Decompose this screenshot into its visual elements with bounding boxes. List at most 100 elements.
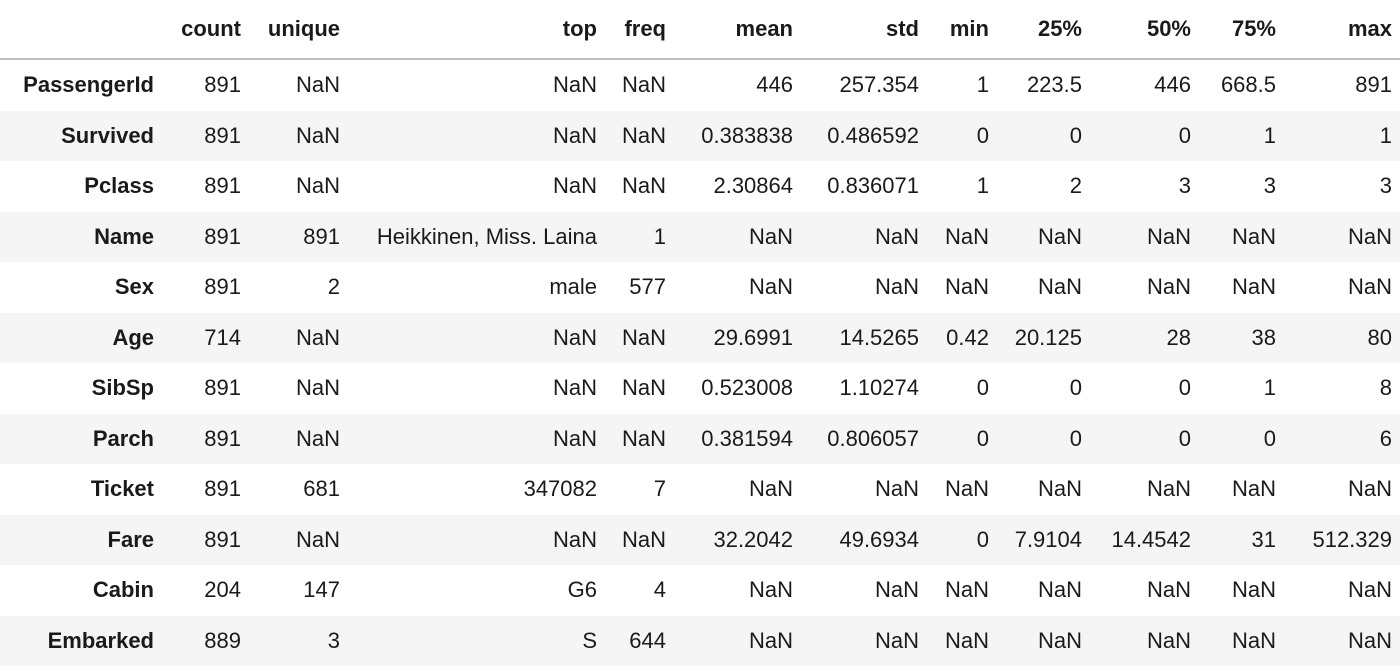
table-cell: 891 [204, 274, 241, 300]
column-header: 25% [997, 0, 1090, 60]
table-cell: 2 [327, 274, 340, 300]
table-cell: NaN [295, 72, 340, 98]
table-cell: 0 [976, 425, 989, 451]
table-cell: 0.523008 [701, 375, 793, 401]
table-cell: 2 [1069, 173, 1082, 199]
table-cell: NaN [621, 72, 666, 98]
table-cell: NaN [552, 324, 597, 350]
table-cell: 891 [204, 425, 241, 451]
table-body: PassengerId 891 NaN NaN NaN 446 257.354 1 223.5 4… [0, 59, 1400, 666]
column-header: min [927, 0, 997, 60]
row-label: Name [94, 223, 154, 249]
table-cell: NaN [1146, 627, 1191, 653]
table-row: PassengerId 891 NaN NaN NaN 446 257.354 1 223.5 4… [0, 59, 1400, 111]
table-cell: NaN [1037, 577, 1082, 603]
column-header: 75% [1199, 0, 1284, 60]
table-cell: 204 [204, 577, 241, 603]
table-cell: NaN [944, 476, 989, 502]
table-cell: 891 [204, 173, 241, 199]
row-label: Embarked [47, 627, 154, 653]
table-cell: NaN [1037, 476, 1082, 502]
table-cell: NaN [295, 425, 340, 451]
row-label: PassengerId [23, 72, 154, 98]
table-cell: 0.42 [946, 324, 989, 350]
table-cell: NaN [944, 577, 989, 603]
table-cell: 4 [653, 577, 666, 603]
table-cell: 0 [976, 375, 989, 401]
table-cell: NaN [295, 173, 340, 199]
table-cell: NaN [621, 425, 666, 451]
table-cell: 891 [1355, 72, 1392, 98]
table-cell: 891 [204, 526, 241, 552]
header-row: count unique top freq mean std min 25% 50% 75% max [0, 0, 1400, 60]
row-label: SibSp [91, 375, 154, 401]
table-cell: NaN [621, 526, 666, 552]
table-cell: 223.5 [1026, 72, 1082, 98]
table-cell: NaN [295, 526, 340, 552]
table-cell: 0 [1178, 122, 1191, 148]
table-cell: 446 [1154, 72, 1191, 98]
table-cell: 0 [1263, 425, 1276, 451]
table-cell: NaN [552, 425, 597, 451]
table-cell: NaN [944, 627, 989, 653]
table-cell: NaN [944, 274, 989, 300]
table-cell: NaN [1347, 476, 1392, 502]
table-cell: NaN [552, 173, 597, 199]
table-cell: 7.9104 [1014, 526, 1082, 552]
table-cell: NaN [621, 122, 666, 148]
table-row: Survived 891 NaN NaN NaN 0.383838 0.486592 0 0 0 1… [0, 110, 1400, 161]
table-cell: NaN [1037, 627, 1082, 653]
table-cell: 1 [653, 223, 666, 249]
table-cell: 38 [1251, 324, 1276, 350]
table-cell: 0.836071 [827, 173, 919, 199]
table-cell: 1 [976, 72, 989, 98]
table-row: Fare 891 NaN NaN NaN 32.2042 49.6934 0 7.9104 14.… [0, 514, 1400, 565]
table-cell: NaN [944, 223, 989, 249]
table-cell: NaN [621, 324, 666, 350]
table-cell: 31 [1251, 526, 1276, 552]
column-header: count [162, 0, 249, 60]
table-cell: 6 [1379, 425, 1392, 451]
row-label: Ticket [90, 476, 154, 502]
table-cell: 147 [303, 577, 340, 603]
table-cell: NaN [621, 375, 666, 401]
table-row: Ticket 891 681 347082 7 NaN NaN NaN NaN NaN NaN NaN [0, 464, 1400, 515]
table-cell: male [549, 274, 597, 300]
table-cell: 20.125 [1014, 324, 1082, 350]
table-row: Embarked 889 3 S 644 NaN NaN NaN NaN NaN NaN NaN [0, 615, 1400, 666]
table-cell: 446 [756, 72, 793, 98]
table-cell: 0 [976, 526, 989, 552]
table-cell: 347082 [523, 476, 597, 502]
table-cell: 0.806057 [827, 425, 919, 451]
table-cell: NaN [552, 122, 597, 148]
table-cell: 3 [1379, 173, 1392, 199]
table-cell: NaN [1037, 223, 1082, 249]
table-cell: NaN [874, 627, 919, 653]
table-cell: 891 [303, 223, 340, 249]
table-cell: 891 [204, 223, 241, 249]
table-cell: NaN [748, 274, 793, 300]
table-row: Sex 891 2 male 577 NaN NaN NaN NaN NaN NaN NaN [0, 262, 1400, 313]
table-row: Pclass 891 NaN NaN NaN 2.30864 0.836071 1 2 3 3 3 [0, 161, 1400, 212]
table-cell: NaN [874, 476, 919, 502]
table-cell: NaN [1231, 274, 1276, 300]
table-cell: 14.4542 [1111, 526, 1191, 552]
table-cell: 0 [1069, 425, 1082, 451]
table-cell: NaN [748, 223, 793, 249]
column-header: unique [249, 0, 348, 60]
table-cell: 3 [1263, 173, 1276, 199]
table-cell: NaN [1347, 577, 1392, 603]
table-cell: 889 [204, 627, 241, 653]
table-cell: NaN [874, 223, 919, 249]
row-label: Pclass [84, 173, 154, 199]
table-cell: 8 [1379, 375, 1392, 401]
table-cell: NaN [621, 173, 666, 199]
table-cell: NaN [552, 526, 597, 552]
table-cell: 1.10274 [839, 375, 919, 401]
table-cell: NaN [1146, 476, 1191, 502]
table-cell: 29.6991 [713, 324, 793, 350]
table-cell: NaN [1231, 577, 1276, 603]
table-cell: 0 [1178, 425, 1191, 451]
table-cell: 512.329 [1312, 526, 1392, 552]
